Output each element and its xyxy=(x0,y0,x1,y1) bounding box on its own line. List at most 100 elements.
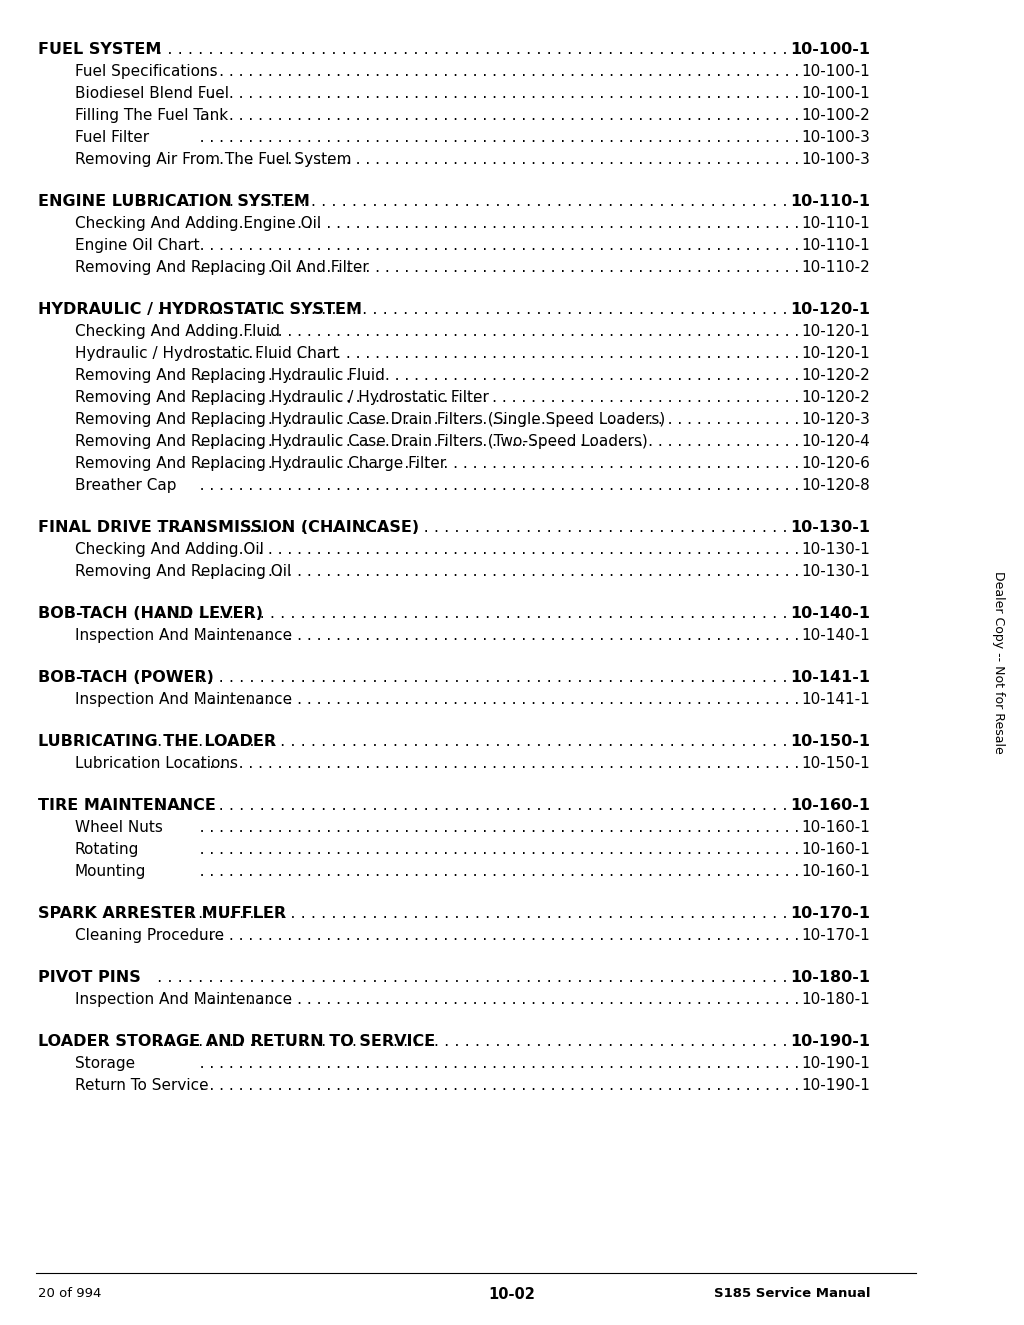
Text: 10-120-4: 10-120-4 xyxy=(801,435,870,449)
Text: . . . . . . . . . . . . . . . . . . . . . . . . . . . . . . . . . . . . . . . . : . . . . . . . . . . . . . . . . . . . . … xyxy=(0,841,955,857)
Text: ENGINE LUBRICATION SYSTEM: ENGINE LUBRICATION SYSTEM xyxy=(38,193,310,209)
Text: Rotating: Rotating xyxy=(75,841,139,857)
Text: . . . . . . . . . . . . . . . . . . . . . . . . . . . . . . . . . . . . . . . . : . . . . . . . . . . . . . . . . . . . . … xyxy=(0,1079,955,1093)
Bar xyxy=(0,796,158,822)
Bar xyxy=(805,926,1005,951)
Text: 10-140-1: 10-140-1 xyxy=(801,628,870,643)
Text: 10-100-1: 10-100-1 xyxy=(801,86,870,101)
Text: 10-141-1: 10-141-1 xyxy=(790,670,870,685)
Text: . . . . . . . . . . . . . . . . . . . . . . . . . . . . . . . . . . . . . . . . : . . . . . . . . . . . . . . . . . . . . … xyxy=(0,325,955,339)
Bar xyxy=(805,625,1005,652)
Text: . . . . . . . . . . . . . . . . . . . . . . . . . . . . . . . . . . . . . . . . : . . . . . . . . . . . . . . . . . . . . … xyxy=(0,86,955,101)
Text: . . . . . . . . . . . . . . . . . . . . . . . . . . . . . . . . . . . . . . . . : . . . . . . . . . . . . . . . . . . . . … xyxy=(0,478,955,493)
Text: . . . . . . . . . . . . . . . . . . . . . . . . . . . . . . . . . . . . . . . . : . . . . . . . . . . . . . . . . . . . . … xyxy=(0,390,955,405)
Text: Breather Cap: Breather Cap xyxy=(75,478,176,493)
Text: 10-130-1: 10-130-1 xyxy=(801,564,870,579)
Bar xyxy=(0,818,195,844)
Text: Dealer Copy -- Not for Resale: Dealer Copy -- Not for Resale xyxy=(992,571,1005,754)
Text: Checking And Adding Fluid: Checking And Adding Fluid xyxy=(75,325,280,339)
Text: . . . . . . . . . . . . . . . . . . . . . . . . . . . . . . . . . . . . . . . . : . . . . . . . . . . . . . . . . . . . . … xyxy=(0,670,962,685)
Bar xyxy=(805,388,1005,413)
Text: 10-150-1: 10-150-1 xyxy=(790,734,870,749)
Text: Storage: Storage xyxy=(75,1056,135,1071)
Text: Removing Air From The Fuel System: Removing Air From The Fuel System xyxy=(75,152,351,167)
Text: Wheel Nuts: Wheel Nuts xyxy=(75,820,163,835)
Text: Removing And Replacing Hydraulic Case Drain Filters (Single Speed Loaders): Removing And Replacing Hydraulic Case Dr… xyxy=(75,412,666,427)
Bar xyxy=(0,1053,195,1080)
Text: Inspection And Maintenance: Inspection And Maintenance xyxy=(75,692,292,708)
Bar xyxy=(0,1032,158,1057)
Text: 10-110-1: 10-110-1 xyxy=(801,216,870,231)
Text: 10-190-1: 10-190-1 xyxy=(801,1079,870,1093)
Bar xyxy=(0,83,195,110)
Text: . . . . . . . . . . . . . . . . . . . . . . . . . . . . . . . . . . . . . . . . : . . . . . . . . . . . . . . . . . . . . … xyxy=(0,606,962,621)
Bar xyxy=(0,668,158,694)
Bar xyxy=(0,518,158,545)
Text: 10-190-1: 10-190-1 xyxy=(801,1056,870,1071)
Text: 10-120-1: 10-120-1 xyxy=(801,325,870,339)
Text: . . . . . . . . . . . . . . . . . . . . . . . . . . . . . . . . . . . . . . . . : . . . . . . . . . . . . . . . . . . . . … xyxy=(0,519,962,535)
Bar xyxy=(805,129,1005,154)
Text: . . . . . . . . . . . . . . . . . . . . . . . . . . . . . . . . . . . . . . . . : . . . . . . . . . . . . . . . . . . . . … xyxy=(0,628,955,643)
Text: . . . . . . . . . . . . . . . . . . . . . . . . . . . . . . . . . . . . . . . . : . . . . . . . . . . . . . . . . . . . . … xyxy=(0,798,962,814)
Text: Removing And Replacing Oil And Filter: Removing And Replacing Oil And Filter xyxy=(75,260,369,276)
Bar xyxy=(805,840,1005,867)
Bar xyxy=(0,322,195,348)
Text: 10-110-1: 10-110-1 xyxy=(801,238,870,253)
Text: SPARK ARRESTER MUFFLER: SPARK ARRESTER MUFFLER xyxy=(38,906,286,921)
Text: Removing And Replacing Hydraulic Case Drain Filters (Two-Speed Loaders): Removing And Replacing Hydraulic Case Dr… xyxy=(75,435,648,449)
Text: Biodiesel Blend Fuel: Biodiesel Blend Fuel xyxy=(75,86,229,101)
Bar xyxy=(0,150,195,176)
Text: Removing And Replacing Oil: Removing And Replacing Oil xyxy=(75,564,291,579)
Text: . . . . . . . . . . . . . . . . . . . . . . . . . . . . . . . . . . . . . . . . : . . . . . . . . . . . . . . . . . . . . … xyxy=(0,1034,962,1049)
Bar xyxy=(805,731,1005,758)
Bar xyxy=(805,668,1005,694)
Bar xyxy=(805,690,1005,716)
Bar xyxy=(0,366,195,392)
Text: 10-120-1: 10-120-1 xyxy=(790,302,870,317)
Text: 10-170-1: 10-170-1 xyxy=(790,906,870,921)
Text: 10-100-3: 10-100-3 xyxy=(801,130,870,144)
Text: . . . . . . . . . . . . . . . . . . . . . . . . . . . . . . . . . . . . . . . . : . . . . . . . . . . . . . . . . . . . . … xyxy=(0,216,955,231)
Bar xyxy=(0,192,158,219)
Bar xyxy=(805,258,1005,284)
Text: . . . . . . . . . . . . . . . . . . . . . . . . . . . . . . . . . . . . . . . . : . . . . . . . . . . . . . . . . . . . . … xyxy=(0,1056,955,1071)
Text: 10-160-1: 10-160-1 xyxy=(801,864,870,878)
Text: . . . . . . . . . . . . . . . . . . . . . . . . . . . . . . . . . . . . . . . . : . . . . . . . . . . . . . . . . . . . . … xyxy=(0,564,955,579)
Text: TIRE MAINTENANCE: TIRE MAINTENANCE xyxy=(38,798,216,814)
Text: Inspection And Maintenance: Inspection And Maintenance xyxy=(75,992,292,1007)
Text: 10-140-1: 10-140-1 xyxy=(790,606,870,621)
Text: 10-100-1: 10-100-1 xyxy=(790,42,870,57)
Bar xyxy=(805,40,1005,66)
Text: 10-120-1: 10-120-1 xyxy=(801,346,870,360)
Bar xyxy=(0,215,195,240)
Text: BOB-TACH (POWER): BOB-TACH (POWER) xyxy=(38,670,214,685)
Bar xyxy=(0,840,195,867)
Text: 10-120-8: 10-120-8 xyxy=(801,478,870,493)
Bar xyxy=(805,604,1005,629)
Text: . . . . . . . . . . . . . . . . . . . . . . . . . . . . . . . . . . . . . . . . : . . . . . . . . . . . . . . . . . . . . … xyxy=(0,130,955,144)
Bar xyxy=(805,106,1005,132)
Bar xyxy=(805,904,1005,930)
Text: 10-120-3: 10-120-3 xyxy=(801,412,870,427)
Text: . . . . . . . . . . . . . . . . . . . . . . . . . . . . . . . . . . . . . . . . : . . . . . . . . . . . . . . . . . . . . … xyxy=(0,992,955,1007)
Bar xyxy=(0,604,158,629)
Bar xyxy=(0,863,195,888)
Text: 10-180-1: 10-180-1 xyxy=(801,992,870,1007)
Bar xyxy=(0,236,195,262)
Bar xyxy=(805,863,1005,888)
Text: Removing And Replacing Hydraulic / Hydrostatic Filter: Removing And Replacing Hydraulic / Hydro… xyxy=(75,390,488,405)
Text: FINAL DRIVE TRANSMISSION (CHAINCASE): FINAL DRIVE TRANSMISSION (CHAINCASE) xyxy=(38,519,419,535)
Text: 20 of 994: 20 of 994 xyxy=(38,1287,101,1300)
Text: HYDRAULIC / HYDROSTATIC SYSTEM: HYDRAULIC / HYDROSTATIC SYSTEM xyxy=(38,302,362,317)
Text: . . . . . . . . . . . . . . . . . . . . . . . . . . . . . . . . . . . . . . . . : . . . . . . . . . . . . . . . . . . . . … xyxy=(0,692,955,708)
Bar xyxy=(805,1076,1005,1102)
Bar xyxy=(0,129,195,154)
Bar xyxy=(0,106,195,132)
Text: . . . . . . . . . . . . . . . . . . . . . . . . . . . . . . . . . . . . . . . . : . . . . . . . . . . . . . . . . . . . . … xyxy=(0,346,955,360)
Text: Mounting: Mounting xyxy=(75,864,146,878)
Text: 10-120-2: 10-120-2 xyxy=(801,390,870,405)
Text: Cleaning Procedure: Cleaning Procedure xyxy=(75,927,224,943)
Bar xyxy=(805,432,1005,458)
Text: Removing And Replacing Hydraulic Charge Filter: Removing And Replacing Hydraulic Charge … xyxy=(75,456,446,470)
